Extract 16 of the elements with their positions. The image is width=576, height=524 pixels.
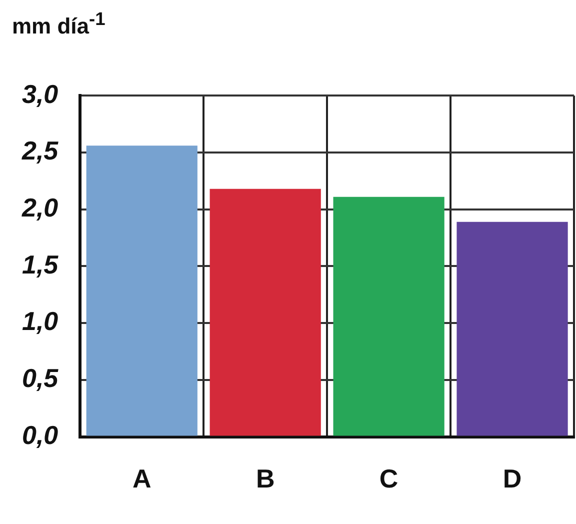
x-tick-label: D: [502, 464, 522, 494]
bar: [86, 146, 198, 436]
bar: [456, 222, 568, 436]
y-tick-label: 3,0: [22, 78, 59, 109]
y-axis-title: mm día$^{-1}$: [12, 8, 106, 40]
y-tick-label: 2,5: [20, 136, 59, 166]
x-tick-label: B: [256, 464, 275, 494]
x-tick-label: C: [379, 464, 398, 494]
y-tick-label: 2,0: [20, 192, 59, 223]
y-tick-label: 1,5: [22, 249, 59, 280]
bar: [333, 196, 444, 436]
bar: [210, 188, 321, 436]
y-tick-label: 0,5: [22, 363, 59, 394]
y-tick-label: 0,0: [22, 420, 59, 450]
y-tick-label: 1,0: [22, 306, 59, 336]
x-tick-label: A: [132, 464, 152, 494]
